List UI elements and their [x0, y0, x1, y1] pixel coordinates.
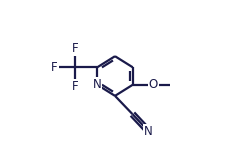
Text: N: N: [93, 78, 101, 91]
Text: F: F: [51, 61, 57, 74]
Text: F: F: [71, 80, 78, 92]
Text: N: N: [143, 125, 152, 138]
Text: O: O: [148, 78, 157, 91]
Text: F: F: [71, 42, 78, 55]
